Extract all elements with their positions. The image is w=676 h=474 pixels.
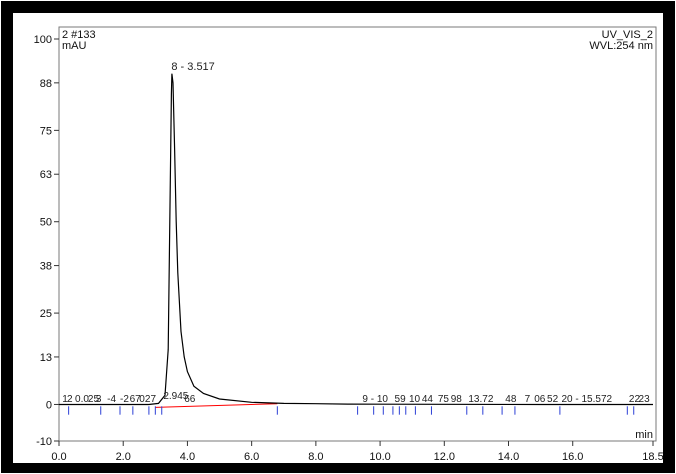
peak-label: -4	[107, 394, 116, 405]
y-tick-label: 0	[46, 399, 52, 411]
peak-label: 7	[525, 394, 531, 405]
peak-label: 48	[505, 394, 517, 405]
peak-label: 10	[409, 394, 421, 405]
peak-label: 98	[451, 394, 463, 405]
peak-label: 66	[184, 394, 196, 405]
y-tick-label: 100	[34, 34, 52, 46]
peak-label: 2	[67, 394, 73, 405]
peak-label: -2	[120, 394, 129, 405]
peak-label: 52	[547, 394, 559, 405]
x-tick-label: 16.0	[562, 451, 583, 463]
header-right-wavelength: WVL:254 nm	[589, 40, 653, 52]
peak-label: 3	[96, 394, 102, 405]
y-tick-label: 13	[40, 352, 52, 364]
peak-label: 8 - 3.517	[171, 61, 214, 73]
x-tick-label: 14.0	[498, 451, 519, 463]
header-left: 2 #133	[62, 29, 96, 41]
x-tick-label: 6.0	[244, 451, 259, 463]
y-tick-label: 50	[40, 217, 52, 229]
y-tick-label: 63	[40, 169, 52, 181]
baseline-layer	[155, 403, 278, 408]
integration-baseline	[155, 403, 278, 408]
x-tick-label: 4.0	[180, 451, 195, 463]
trace-layer	[59, 73, 653, 406]
y-tick-label: 75	[40, 125, 52, 137]
peak-label: 20 - 15.572	[561, 394, 612, 405]
y-tick-label: 38	[40, 261, 52, 273]
chromatogram-trace	[59, 73, 653, 406]
peak-marker-layer	[68, 406, 635, 415]
y-unit-label: mAU	[62, 40, 87, 52]
peak-label: 44	[422, 394, 434, 405]
peak-label: 67	[130, 394, 142, 405]
peak-label: 22	[629, 394, 641, 405]
peak-label: 2.945	[163, 391, 188, 402]
y-tick-label: 88	[40, 78, 52, 90]
x-tick-label: 18.5	[642, 451, 663, 463]
peak-label: 75	[438, 394, 450, 405]
peak-label: 0.0	[75, 394, 89, 405]
peak-label: 23	[639, 394, 651, 405]
x-tick-label: 0.0	[51, 451, 66, 463]
axis-ticks	[54, 38, 654, 446]
peak-label: 13.72	[468, 394, 493, 405]
peak-label: 1	[62, 394, 68, 405]
peak-label: 02	[139, 394, 151, 405]
x-unit-label: min	[635, 429, 653, 441]
peak-label: 7	[151, 394, 157, 405]
y-tick-label: -10	[36, 436, 52, 448]
header-right-detector: UV_VIS_2	[602, 29, 653, 41]
x-tick-label: 2.0	[116, 451, 131, 463]
y-tick-label: 25	[40, 308, 52, 320]
x-tick-label: 8.0	[308, 451, 323, 463]
peak-label: 25	[88, 394, 100, 405]
peak-label: 59	[395, 394, 407, 405]
x-tick-label: 12.0	[434, 451, 455, 463]
plot-area	[58, 26, 657, 442]
peak-label: 06	[534, 394, 546, 405]
peak-label: 9 - 10	[362, 394, 388, 405]
x-tick-label: 10.0	[369, 451, 390, 463]
